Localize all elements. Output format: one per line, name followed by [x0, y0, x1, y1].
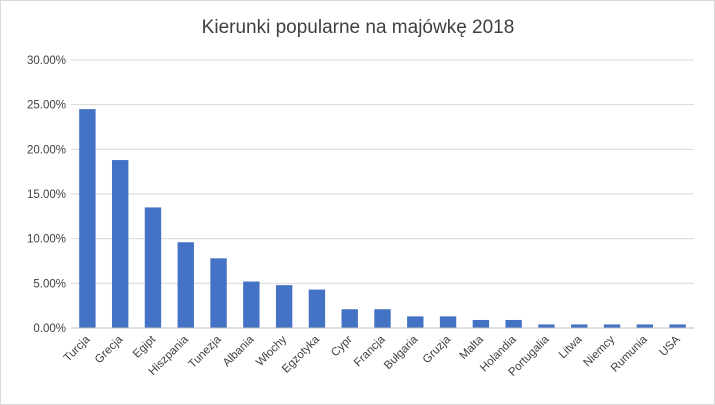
y-tick-label: 20.00% — [27, 144, 66, 156]
y-tick-label: 15.00% — [27, 189, 66, 201]
bar — [603, 324, 621, 328]
x-tick-label: Malta — [458, 333, 487, 362]
x-tick-label: Egipt — [131, 333, 159, 361]
bar — [111, 160, 129, 328]
x-tick-label: Grecja — [93, 333, 126, 366]
bar — [243, 281, 260, 328]
bar — [571, 324, 588, 328]
bar — [341, 309, 358, 328]
bar — [144, 207, 162, 328]
x-axis-ticks: Turcja Grecja EgiptHiszpaniaTunezjaAlbania… — [62, 333, 683, 379]
bars — [79, 109, 686, 328]
bar — [505, 319, 522, 328]
bar — [439, 316, 457, 328]
y-tick-label: 25.00% — [27, 100, 66, 112]
x-tick-label: Gruzja — [421, 333, 454, 366]
x-tick-label: Bułgaria — [382, 333, 421, 372]
bar — [275, 285, 293, 328]
bar — [538, 324, 555, 328]
bar — [374, 309, 391, 328]
bar — [79, 109, 96, 328]
x-tick-label: Turcja — [62, 333, 93, 364]
bar — [210, 258, 227, 328]
bar — [308, 289, 326, 328]
x-tick-label: Litwa — [557, 333, 585, 361]
x-tick-label: USA — [658, 333, 683, 358]
y-tick-label: 30.00% — [27, 55, 66, 67]
y-axis-ticks: 0.00% 5.00% 10.00% 15.00% 20.00% 25.00% 30.00% — [27, 55, 66, 335]
x-tick-label: Albania — [221, 333, 257, 369]
x-tick-label: Rumunia — [609, 333, 650, 374]
gridlines — [71, 59, 694, 284]
bar — [407, 316, 424, 328]
bar — [636, 324, 654, 328]
chart-title: Kierunki popularne na majówkę 2018 — [202, 17, 515, 38]
x-tick-label: Cypr — [329, 334, 355, 360]
y-tick-label: 5.00% — [33, 278, 66, 290]
bar — [472, 319, 490, 328]
x-tick-label: Tunezja — [187, 333, 225, 371]
bar — [177, 242, 194, 328]
y-tick-label: 0.00% — [33, 323, 66, 335]
bar — [669, 324, 686, 328]
y-tick-label: 10.00% — [27, 234, 66, 246]
